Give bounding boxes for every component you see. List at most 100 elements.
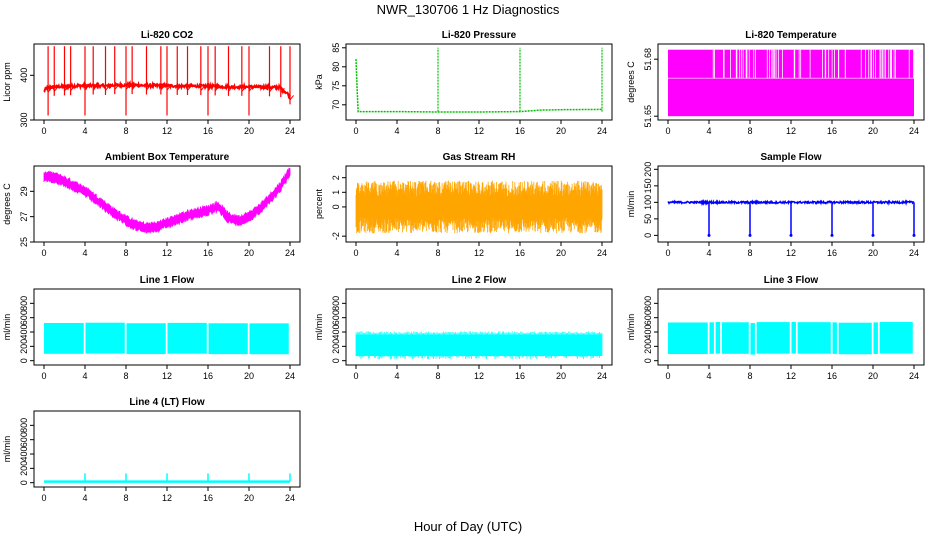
- panel-co2: Li-820 CO2 Licor ppm 0 4 8 12 16 20 24 300 400: [2, 30, 301, 136]
- x-tick-label: 4: [394, 248, 399, 258]
- y-tick-label: 0: [643, 358, 653, 363]
- y-tick-label: 400: [19, 325, 29, 340]
- x-tick-label: 24: [285, 371, 295, 381]
- y-tick-label: 0: [643, 233, 653, 238]
- series-sample_flow: [667, 198, 916, 237]
- x-tick-label: 0: [41, 371, 46, 381]
- y-tick-label: 2: [331, 175, 341, 180]
- x-tick-label: 24: [909, 126, 919, 136]
- y-axis-label: percent: [314, 188, 324, 219]
- y-axis-label: ml/min: [626, 314, 636, 341]
- x-tick-label: 8: [123, 371, 128, 381]
- y-tick-label: 0: [331, 204, 341, 209]
- x-tick-label: 20: [244, 126, 254, 136]
- spike-tail: [248, 86, 253, 92]
- flow-band: [715, 321, 721, 354]
- panel-licor_temp: Li-820 Temperature degrees C 0 4 8 12 16 20 24 51…: [626, 30, 925, 136]
- x-tick-label: 8: [435, 371, 440, 381]
- x-tick-label: 12: [162, 371, 172, 381]
- dip-point: [830, 233, 834, 237]
- x-tick-label: 20: [868, 126, 878, 136]
- x-tick-label: 16: [515, 371, 525, 381]
- x-tick-label: 0: [665, 248, 670, 258]
- x-tick-label: 0: [353, 126, 358, 136]
- y-tick-label: 200: [19, 339, 29, 354]
- x-tick-label: 20: [868, 248, 878, 258]
- spike-tail: [47, 87, 53, 93]
- panel-title: Gas Stream RH: [443, 152, 516, 163]
- flow-band: [838, 322, 872, 355]
- y-tick-label: 29: [19, 186, 29, 196]
- x-tick-label: 0: [665, 371, 670, 381]
- flow-band: [208, 323, 248, 355]
- spike-tail: [92, 85, 98, 91]
- figure-title: NWR_130706 1 Hz Diagnostics: [377, 2, 560, 17]
- y-tick-label: 1: [331, 190, 341, 195]
- x-tick-label: 4: [706, 371, 711, 381]
- y-axis: 300 400: [19, 68, 34, 128]
- flow-band: [668, 322, 708, 355]
- flow-band: [721, 322, 749, 354]
- y-axis-label: Licor ppm: [2, 62, 12, 102]
- y-tick-label: 25: [19, 237, 29, 247]
- x-tick-label: 4: [82, 126, 87, 136]
- y-tick-label: 0: [19, 480, 29, 485]
- y-tick-label: 75: [331, 81, 341, 91]
- y-axis-label: ml/min: [2, 436, 12, 463]
- x-tick-label: 16: [515, 126, 525, 136]
- x-tick-label: 24: [285, 493, 295, 503]
- x-tick-label: 16: [203, 493, 213, 503]
- flow-band: [167, 322, 207, 354]
- x-tick-label: 0: [353, 248, 358, 258]
- spike-tail: [200, 85, 205, 91]
- series-line1: [44, 322, 289, 355]
- series-line3: [668, 321, 913, 355]
- panel-title: Line 2 Flow: [452, 275, 507, 286]
- flow-band: [791, 321, 796, 354]
- x-tick-label: 12: [786, 371, 796, 381]
- spike-tail: [84, 85, 89, 91]
- panel-title: Li-820 Pressure: [442, 30, 517, 41]
- flow-band: [249, 323, 289, 355]
- x-tick-label: 16: [203, 126, 213, 136]
- x-tick-label: 0: [41, 493, 46, 503]
- y-tick-label: 85: [331, 43, 341, 53]
- y-tick-label: 400: [331, 325, 341, 340]
- panel-title: Li-820 Temperature: [745, 30, 837, 41]
- dip-point: [871, 233, 875, 237]
- x-tick-label: 20: [244, 371, 254, 381]
- x-axis: 0 4 8 12 16 20 24: [353, 242, 607, 258]
- x-tick-label: 16: [203, 248, 213, 258]
- series-pressure: [355, 47, 603, 113]
- series-box_temp: [43, 167, 291, 234]
- x-tick-label: 4: [82, 493, 87, 503]
- x-tick-label: 8: [435, 248, 440, 258]
- x-tick-label: 12: [162, 126, 172, 136]
- spike-tail: [228, 86, 233, 92]
- rh-core: [356, 198, 602, 216]
- x-tick-label: 16: [515, 248, 525, 258]
- x-tick-label: 4: [82, 371, 87, 381]
- dip-point: [707, 233, 711, 237]
- x-axis: 0 4 8 12 16 20 24: [41, 365, 295, 381]
- y-tick-label: 50: [643, 214, 653, 224]
- x-tick-label: 4: [706, 126, 711, 136]
- x-tick-label: 0: [41, 248, 46, 258]
- panel-title: Ambient Box Temperature: [105, 152, 230, 163]
- y-axis-label: degrees C: [626, 61, 636, 103]
- x-tick-label: 0: [353, 371, 358, 381]
- x-tick-label: 0: [41, 126, 46, 136]
- spike-tail: [70, 85, 75, 91]
- x-tick-label: 12: [474, 126, 484, 136]
- panel-title: Line 1 Flow: [140, 275, 195, 286]
- y-axis-label: kPa: [314, 74, 324, 90]
- flow-band: [85, 322, 125, 354]
- x-tick-label: 12: [474, 248, 484, 258]
- x-tick-label: 8: [123, 248, 128, 258]
- x-tick-label: 12: [474, 371, 484, 381]
- spike-tail: [214, 86, 220, 92]
- y-tick-label: 0: [331, 358, 341, 363]
- y-tick-label: 0: [19, 358, 29, 363]
